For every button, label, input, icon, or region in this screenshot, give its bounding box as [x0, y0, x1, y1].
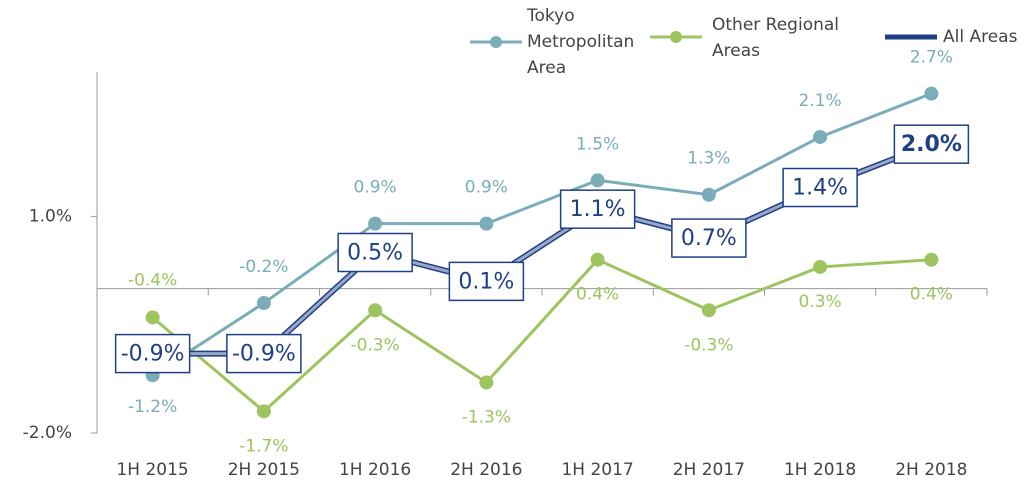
data-label: 1.3%	[687, 149, 730, 169]
x-tick-label: 2H 2015	[228, 460, 300, 480]
y-tick-label: -2.0%	[23, 423, 72, 443]
label-box	[114, 333, 191, 374]
point	[256, 404, 271, 419]
data-label: 0.4%	[910, 285, 953, 305]
data-label: -1.7%	[239, 436, 288, 456]
point	[368, 216, 383, 231]
data-label: -0.3%	[684, 335, 733, 355]
point	[924, 252, 939, 267]
x-tick-label: 1H 2016	[339, 460, 411, 480]
label-box	[448, 261, 525, 302]
point	[701, 187, 716, 202]
point	[479, 216, 494, 231]
point	[813, 259, 828, 274]
data-label: 0.3%	[799, 292, 842, 312]
x-tick-label: 1H 2018	[784, 460, 856, 480]
y-tick-label: 1.0%	[29, 206, 72, 226]
legend-label: All Areas	[943, 27, 1018, 47]
data-label: 0.1%	[458, 269, 514, 294]
data-label: 2.0%	[901, 132, 962, 157]
data-label: -0.9%	[121, 342, 185, 367]
point	[479, 375, 494, 390]
x-tick-label: 2H 2017	[673, 460, 745, 480]
data-label: -1.3%	[462, 407, 511, 427]
label-box	[893, 124, 970, 164]
data-label: -0.3%	[350, 335, 399, 355]
data-label: 2.7%	[910, 48, 953, 68]
point	[590, 173, 605, 188]
data-label: 1.5%	[576, 134, 619, 154]
series-line	[151, 258, 932, 413]
data-label: 0.5%	[347, 241, 403, 266]
label-box	[671, 218, 747, 258]
label-box	[782, 167, 858, 208]
point	[256, 296, 271, 311]
series-line	[151, 92, 932, 377]
point	[590, 252, 605, 267]
x-tick-label: 2H 2018	[895, 460, 967, 480]
data-label: -0.2%	[239, 257, 288, 277]
data-label: 0.7%	[681, 226, 737, 251]
point	[813, 129, 828, 144]
point	[145, 310, 160, 325]
data-label: -1.2%	[128, 397, 177, 417]
data-label: 1.4%	[792, 176, 848, 201]
point	[701, 303, 716, 318]
data-label: 0.9%	[354, 178, 397, 198]
legend-marker	[490, 36, 502, 48]
x-tick-label: 1H 2017	[561, 460, 633, 480]
point	[924, 86, 939, 101]
data-label: 1.1%	[570, 197, 626, 222]
data-label: -0.4%	[128, 270, 177, 290]
x-tick-label: 2H 2016	[450, 460, 522, 480]
label-box	[226, 333, 302, 374]
data-label: 2.1%	[799, 91, 842, 111]
data-label: 0.9%	[465, 178, 508, 198]
legend-label: Other Regional Areas	[712, 15, 840, 61]
legend-label: Tokyo Metropolitan Area	[527, 6, 635, 78]
x-tick-label: 1H 2015	[116, 460, 188, 480]
legend-marker	[670, 31, 682, 43]
label-box	[559, 189, 636, 229]
point	[368, 303, 383, 318]
data-label: -0.9%	[232, 342, 296, 367]
data-label: 0.4%	[576, 285, 619, 305]
label-box	[337, 232, 413, 273]
